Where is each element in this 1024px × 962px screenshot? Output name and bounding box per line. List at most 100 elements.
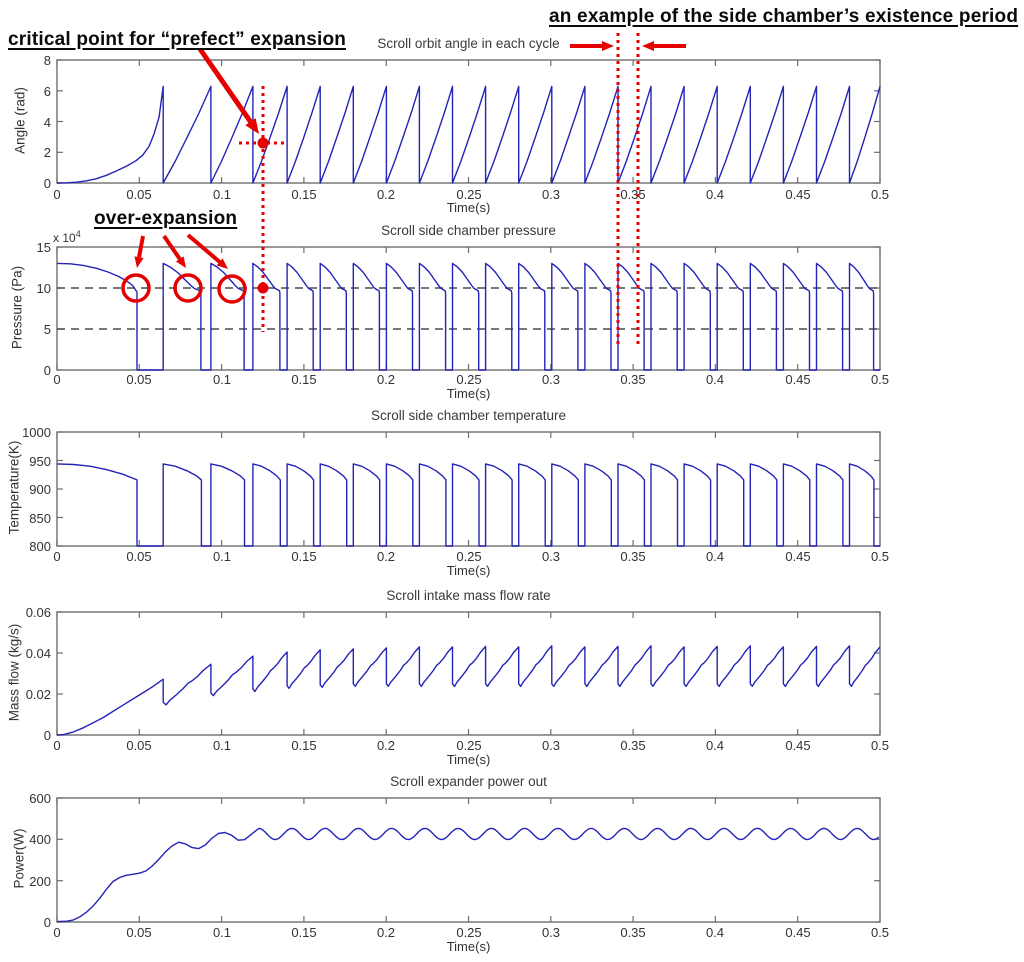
- subplot-5: [56, 797, 881, 923]
- subplot-1: [56, 59, 881, 184]
- critical-point-arrow: [197, 47, 253, 124]
- x-tick-label: 0.2: [376, 372, 396, 387]
- x-tick-label: 0.5: [870, 372, 890, 387]
- critical-point-marker-pressure: [257, 282, 269, 294]
- y-axis-label: Power(W): [11, 828, 27, 889]
- over-expansion-arrow-2: [175, 256, 186, 268]
- y-tick-label: 0: [43, 915, 51, 930]
- y-tick-label: 800: [29, 539, 51, 554]
- x-tick-label: 0.25: [456, 738, 482, 753]
- over-expansion-arrow-3: [186, 233, 221, 264]
- series-line: [56, 645, 881, 736]
- x-tick-label: 0.3: [541, 187, 561, 202]
- existence-period-arrow-right: [642, 40, 654, 52]
- series-line: [56, 85, 881, 184]
- x-axis-label: Time(s): [446, 386, 491, 401]
- x-tick-label: 0.25: [456, 549, 482, 564]
- x-tick-label: 0.4: [705, 372, 725, 387]
- subplot-3: [56, 431, 881, 547]
- x-tick-label: 0.15: [291, 738, 317, 753]
- x-tick-label: 0.35: [620, 549, 646, 564]
- x-tick-label: 0.1: [212, 187, 232, 202]
- subplot-title: Scroll expander power out: [390, 774, 547, 789]
- x-tick-label: 0.2: [376, 738, 396, 753]
- y-tick-label: 8: [43, 53, 51, 68]
- y-tick-label: 0: [43, 176, 51, 191]
- x-tick-label: 0.25: [456, 187, 482, 202]
- x-tick-label: 0.3: [541, 738, 561, 753]
- y-tick-label: 400: [29, 832, 51, 847]
- x-tick-label: 0: [53, 925, 61, 940]
- y-tick-label: 950: [29, 454, 51, 469]
- x-tick-label: 0.15: [291, 925, 317, 940]
- x-tick-label: 0.05: [126, 187, 152, 202]
- y-tick-label: 600: [29, 791, 51, 806]
- x-axis-label: Time(s): [446, 200, 491, 215]
- x-tick-label: 0: [53, 738, 61, 753]
- annotation-over-expansion: over-expansion: [94, 208, 238, 229]
- x-tick-label: 0.2: [376, 549, 396, 564]
- x-tick-label: 0.35: [620, 925, 646, 940]
- existence-period-arrow-left: [602, 40, 614, 52]
- over-expansion-circle-2: [173, 273, 203, 303]
- y-tick-label: 850: [29, 511, 51, 526]
- annotation-overlay: [121, 33, 686, 344]
- x-tick-label: 0.35: [620, 372, 646, 387]
- y-tick-label: 6: [43, 84, 51, 99]
- x-tick-label: 0.25: [456, 372, 482, 387]
- critical-point-marker-angle: [257, 137, 269, 149]
- critical-point-arrow: [245, 118, 259, 134]
- x-tick-label: 0.25: [456, 925, 482, 940]
- x-tick-label: 0.1: [212, 372, 232, 387]
- x-tick-label: 0.15: [291, 549, 317, 564]
- y-tick-label: 4: [43, 115, 51, 130]
- x-tick-label: 0.1: [212, 549, 232, 564]
- y-tick-label: 0.02: [25, 687, 51, 702]
- series-line: [56, 463, 880, 547]
- x-tick-label: 0.05: [126, 372, 152, 387]
- x-tick-label: 0.5: [870, 738, 890, 753]
- x-tick-label: 0.05: [126, 925, 152, 940]
- x-tick-label: 0: [53, 372, 61, 387]
- subplot-title: Scroll side chamber pressure: [381, 223, 556, 238]
- y-axis-scale-label: x 104: [53, 229, 81, 245]
- series-line: [56, 262, 880, 371]
- x-axis-label: Time(s): [446, 752, 491, 767]
- over-expansion-arrow-1: [137, 235, 145, 258]
- x-tick-label: 0.2: [376, 187, 396, 202]
- x-tick-label: 0.4: [705, 549, 725, 564]
- over-expansion-arrow-2: [162, 234, 182, 261]
- x-tick-label: 0.35: [620, 187, 646, 202]
- y-tick-label: 1000: [22, 425, 51, 440]
- subplot-title: Scroll orbit angle in each cycle: [377, 36, 560, 51]
- x-tick-label: 0.1: [212, 925, 232, 940]
- x-tick-label: 0.05: [126, 738, 152, 753]
- x-tick-label: 0.45: [785, 372, 811, 387]
- y-tick-label: 15: [36, 240, 51, 255]
- y-tick-label: 200: [29, 874, 51, 889]
- subplot-2: [56, 246, 881, 371]
- x-tick-label: 0.45: [785, 549, 811, 564]
- x-tick-label: 0: [53, 187, 61, 202]
- x-tick-label: 0.3: [541, 372, 561, 387]
- y-tick-label: 0: [43, 728, 51, 743]
- y-tick-label: 0: [43, 363, 51, 378]
- over-expansion-circle-3: [217, 274, 247, 304]
- x-tick-label: 0.4: [705, 187, 725, 202]
- subplot-4: [56, 611, 881, 736]
- over-expansion-arrow-3: [216, 258, 228, 269]
- over-expansion-circle-1: [121, 273, 151, 303]
- x-tick-label: 0.1: [212, 738, 232, 753]
- x-tick-label: 0.45: [785, 187, 811, 202]
- x-axis-label: Time(s): [446, 939, 491, 954]
- subplot-title: Scroll side chamber temperature: [370, 408, 567, 423]
- annotation-existence-period: an example of the side chamber’s existen…: [549, 6, 1019, 27]
- annotation-critical-point: critical point for “prefect” expansion: [8, 29, 347, 50]
- x-tick-label: 0.45: [785, 925, 811, 940]
- x-tick-label: 0.45: [785, 738, 811, 753]
- x-tick-label: 0.15: [291, 372, 317, 387]
- x-tick-label: 0.15: [291, 187, 317, 202]
- y-tick-label: 0.06: [25, 605, 51, 620]
